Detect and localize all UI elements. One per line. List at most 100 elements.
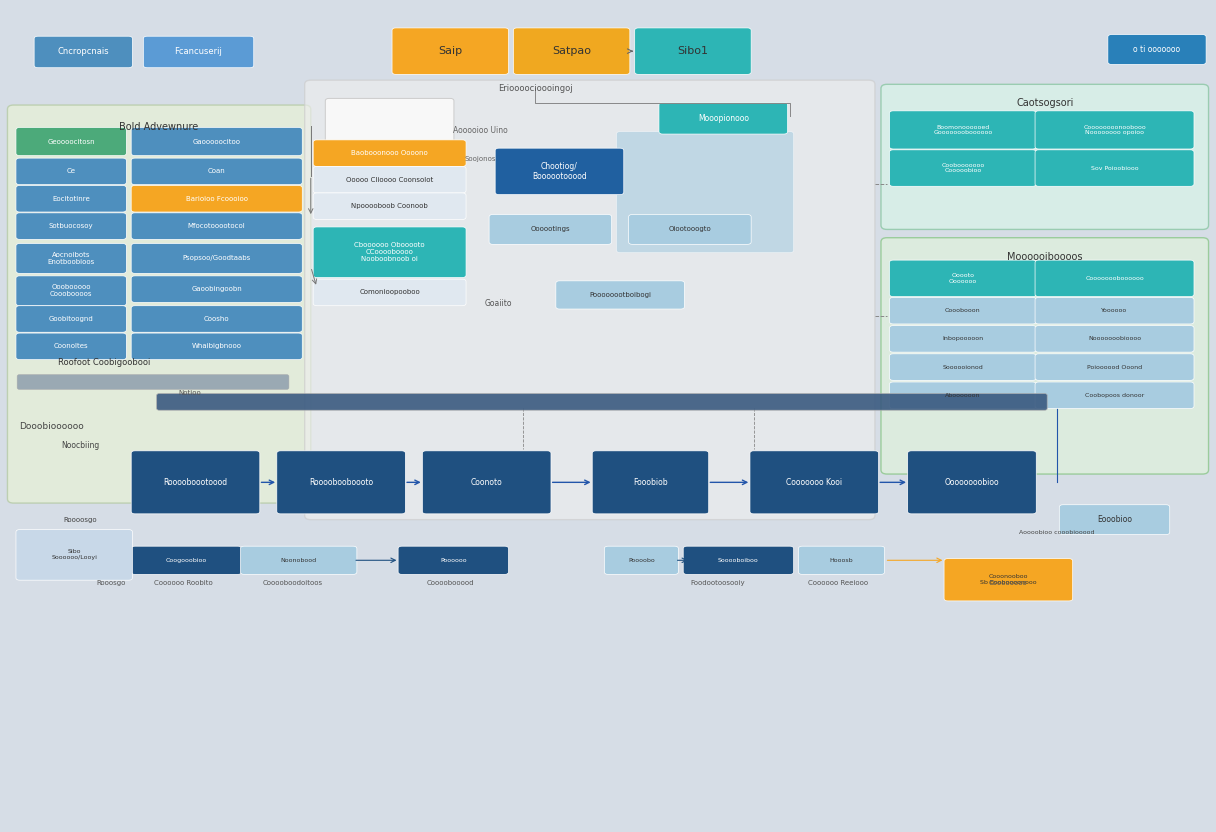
Text: Roooobooboooto: Roooobooboooto bbox=[309, 478, 373, 487]
Text: Coooooo Reeiooo: Coooooo Reeiooo bbox=[809, 580, 868, 587]
FancyBboxPatch shape bbox=[314, 227, 466, 278]
Text: Cncropcnais: Cncropcnais bbox=[57, 47, 109, 57]
Text: Caotsogsori: Caotsogsori bbox=[1017, 98, 1074, 108]
FancyBboxPatch shape bbox=[277, 451, 405, 514]
FancyBboxPatch shape bbox=[635, 28, 751, 74]
Text: Gaooooocitoo: Gaooooocitoo bbox=[192, 138, 241, 145]
FancyBboxPatch shape bbox=[314, 166, 466, 193]
FancyBboxPatch shape bbox=[314, 193, 466, 220]
FancyBboxPatch shape bbox=[617, 131, 794, 253]
Text: Fcancuserij: Fcancuserij bbox=[175, 47, 223, 57]
FancyBboxPatch shape bbox=[16, 186, 126, 212]
FancyBboxPatch shape bbox=[131, 276, 303, 302]
Text: Poooooootboibogi: Poooooootboibogi bbox=[589, 292, 651, 298]
FancyBboxPatch shape bbox=[1035, 325, 1194, 352]
Text: Oooooooobioo: Oooooooobioo bbox=[945, 478, 1000, 487]
FancyBboxPatch shape bbox=[889, 150, 1036, 186]
FancyBboxPatch shape bbox=[880, 84, 1209, 230]
FancyBboxPatch shape bbox=[1108, 35, 1206, 64]
FancyBboxPatch shape bbox=[34, 37, 133, 67]
FancyBboxPatch shape bbox=[131, 244, 303, 274]
Text: Geoooocitosn: Geoooocitosn bbox=[47, 138, 95, 145]
FancyBboxPatch shape bbox=[398, 546, 508, 574]
Text: Coooooooo: Coooooooo bbox=[989, 580, 1028, 587]
Text: Poooooo: Poooooo bbox=[440, 557, 467, 562]
Text: Coooooo Roobito: Coooooo Roobito bbox=[154, 580, 213, 587]
Text: Sooooiocots
oooboobooibo: Sooooiocots oooboobooibo bbox=[362, 141, 417, 161]
FancyBboxPatch shape bbox=[326, 98, 454, 203]
Text: Roofoot Coobigoobooi: Roofoot Coobigoobooi bbox=[58, 358, 151, 367]
Text: o ti ooooooo: o ti ooooooo bbox=[1133, 45, 1181, 54]
Text: Boomonoooooed
Goooooooboooooo: Boomonoooooed Goooooooboooooo bbox=[933, 125, 992, 136]
FancyBboxPatch shape bbox=[1035, 150, 1194, 186]
Text: Coobooooooo
Cooooobioo: Coobooooooo Cooooobioo bbox=[941, 163, 985, 173]
FancyBboxPatch shape bbox=[157, 394, 1047, 410]
FancyBboxPatch shape bbox=[495, 148, 624, 195]
Text: Coosho: Coosho bbox=[204, 316, 230, 322]
Text: Rooooboootoood: Rooooboootoood bbox=[163, 478, 227, 487]
FancyBboxPatch shape bbox=[889, 111, 1036, 149]
Text: Baobooonooo Oooono: Baobooonooo Oooono bbox=[351, 150, 428, 156]
FancyBboxPatch shape bbox=[422, 451, 551, 514]
Text: Oooootings: Oooootings bbox=[530, 226, 570, 232]
Text: Coooooooboooooo: Coooooooboooooo bbox=[1085, 276, 1144, 281]
Text: Aooooioo Uino: Aooooioo Uino bbox=[454, 126, 508, 136]
FancyBboxPatch shape bbox=[889, 297, 1036, 324]
Text: Cooonooboo
Sb Eooboooonooo: Cooonooboo Sb Eooboooonooo bbox=[980, 574, 1037, 585]
FancyBboxPatch shape bbox=[889, 382, 1036, 409]
Text: Coogooobioo: Coogooobioo bbox=[165, 557, 207, 562]
Text: Chootiog/
Boooootooood: Chootiog/ Boooootooood bbox=[533, 161, 587, 181]
FancyBboxPatch shape bbox=[1035, 354, 1194, 380]
Text: Coonoltes: Coonoltes bbox=[54, 344, 89, 349]
FancyBboxPatch shape bbox=[7, 105, 311, 503]
FancyBboxPatch shape bbox=[750, 451, 878, 514]
FancyBboxPatch shape bbox=[889, 325, 1036, 352]
Text: Poooobo: Poooobo bbox=[627, 557, 654, 562]
FancyBboxPatch shape bbox=[16, 333, 126, 359]
FancyBboxPatch shape bbox=[592, 451, 709, 514]
FancyBboxPatch shape bbox=[556, 281, 685, 309]
FancyBboxPatch shape bbox=[16, 213, 126, 240]
FancyBboxPatch shape bbox=[889, 354, 1036, 380]
Text: Foodootoosooiy: Foodootoosooiy bbox=[689, 580, 744, 587]
Text: Goaiito: Goaiito bbox=[485, 299, 513, 308]
Text: Dooobioooooo: Dooobioooooo bbox=[19, 423, 84, 431]
Text: Cooooboodoitoos: Cooooboodoitoos bbox=[263, 580, 322, 587]
FancyBboxPatch shape bbox=[314, 140, 466, 166]
FancyBboxPatch shape bbox=[16, 276, 126, 305]
Text: Erioooocioooingoj: Erioooocioooingoj bbox=[497, 84, 573, 93]
FancyBboxPatch shape bbox=[131, 127, 303, 156]
FancyBboxPatch shape bbox=[629, 215, 751, 245]
Text: Ooooo Clioooo Coonsolot: Ooooo Clioooo Coonsolot bbox=[347, 176, 433, 183]
Text: Mfocotooootocol: Mfocotooootocol bbox=[187, 223, 246, 229]
FancyBboxPatch shape bbox=[799, 546, 884, 574]
FancyBboxPatch shape bbox=[513, 28, 630, 74]
Text: Noocbiing: Noocbiing bbox=[61, 440, 100, 449]
FancyBboxPatch shape bbox=[1035, 111, 1194, 149]
Text: Npooooboob Coonoob: Npooooboob Coonoob bbox=[351, 203, 428, 209]
FancyBboxPatch shape bbox=[907, 451, 1036, 514]
Text: Ooobooooo
Coooboooos: Ooobooooo Coooboooos bbox=[50, 285, 92, 297]
Text: Aoooobioo cooobiooood: Aoooobioo cooobiooood bbox=[1019, 530, 1094, 535]
Text: Sov Poioobiooo: Sov Poioobiooo bbox=[1091, 166, 1138, 171]
FancyBboxPatch shape bbox=[131, 305, 303, 332]
Text: Saip: Saip bbox=[438, 46, 462, 56]
FancyBboxPatch shape bbox=[143, 37, 254, 67]
FancyBboxPatch shape bbox=[489, 215, 612, 245]
FancyBboxPatch shape bbox=[16, 244, 126, 274]
Text: Aocnoibots
Enotboobioos: Aocnoibots Enotboobioos bbox=[47, 252, 95, 265]
Text: Eooobioo: Eooobioo bbox=[1097, 515, 1132, 524]
FancyBboxPatch shape bbox=[683, 546, 794, 574]
Text: Coonoto: Coonoto bbox=[471, 478, 502, 487]
Text: Moooooiboooos: Moooooiboooos bbox=[1007, 252, 1082, 262]
FancyBboxPatch shape bbox=[16, 305, 126, 332]
Text: Gaoobingoobn: Gaoobingoobn bbox=[191, 286, 242, 292]
Text: Satpao: Satpao bbox=[552, 46, 591, 56]
FancyBboxPatch shape bbox=[880, 238, 1209, 474]
FancyBboxPatch shape bbox=[131, 158, 303, 185]
FancyBboxPatch shape bbox=[305, 80, 874, 520]
Text: Cooooooo Kooi: Cooooooo Kooi bbox=[787, 478, 843, 487]
Text: Soojonos: Soojonos bbox=[465, 156, 496, 162]
FancyBboxPatch shape bbox=[131, 213, 303, 240]
Text: Bold Advewnure: Bold Advewnure bbox=[119, 121, 198, 131]
